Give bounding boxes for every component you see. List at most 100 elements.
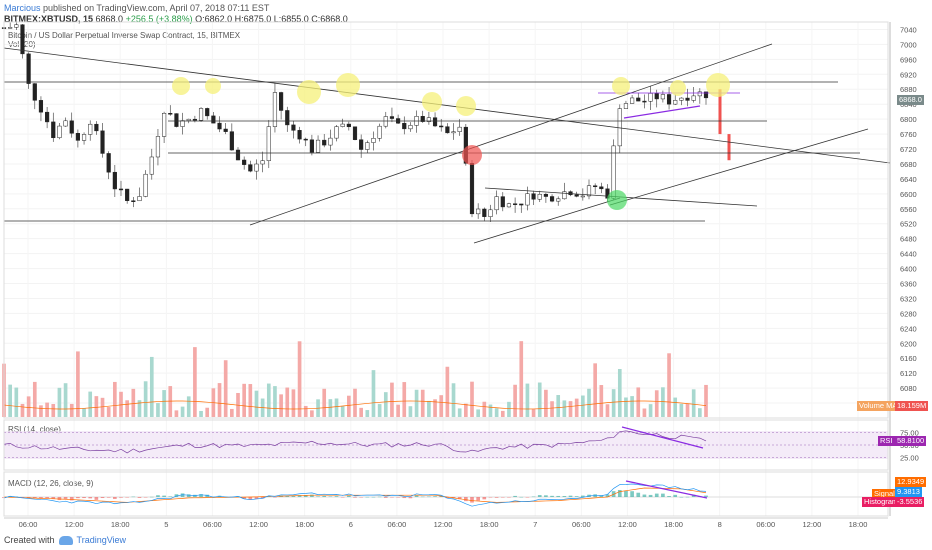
candle-body (439, 125, 444, 128)
candle-body (457, 126, 462, 132)
candle-body (63, 120, 68, 127)
macd-histogram-bar (691, 494, 696, 497)
volume-bar (679, 403, 684, 417)
macd-histogram-bar (433, 496, 437, 497)
macd-histogram-bar (679, 496, 684, 498)
volume-bar (322, 388, 327, 417)
time-tick-label: 5 (164, 520, 168, 529)
candle-body (211, 115, 216, 124)
price-tick-label: 6240 (900, 324, 917, 333)
macd-histogram-bar (661, 493, 665, 497)
macd-histogram-bar (242, 497, 246, 499)
candle-body (192, 118, 197, 121)
candle-body (131, 200, 136, 202)
candle-body (463, 126, 468, 164)
tradingview-brand[interactable]: TradingView (76, 535, 127, 545)
candle-body (229, 131, 234, 151)
macd-histogram-bar (605, 494, 610, 497)
candle-body (168, 113, 173, 115)
macd-histogram-bar (654, 493, 659, 497)
macd-histogram-bar (494, 497, 499, 498)
volume-bar (599, 385, 604, 417)
volume-bar (149, 356, 154, 417)
macd-histogram-bar (285, 496, 290, 497)
macd-histogram-bar (94, 497, 99, 500)
macd-histogram-bar (248, 497, 253, 500)
candle-body (476, 208, 481, 215)
volume-bar (193, 347, 197, 417)
price-tick-label: 6640 (900, 175, 917, 184)
ohlc-header: BITMEX:XBTUSD, 15 6868.0 +256.5 (+3.88%)… (4, 14, 348, 24)
price-tick-label: 6120 (900, 369, 917, 378)
candle-body (377, 125, 382, 139)
time-tick-label: 12:00 (618, 520, 637, 529)
volume-bar (464, 403, 468, 417)
candle-body (420, 116, 425, 122)
candle-body (648, 93, 653, 102)
candle-body (198, 108, 204, 121)
volume-bar (661, 387, 665, 417)
price-tick-label: 6960 (900, 55, 917, 64)
price-tick-label: 7000 (900, 40, 917, 49)
candle-body (315, 139, 321, 153)
macd-histogram-bar (562, 496, 567, 497)
price-tick-label: 6160 (900, 354, 917, 363)
volume-bar (414, 389, 419, 417)
candle-body (691, 95, 696, 101)
macd-histogram-bar (316, 496, 320, 497)
macd-histogram-bar (642, 494, 647, 497)
candle-body (371, 138, 376, 143)
time-tick-label: 12:00 (802, 520, 821, 529)
rsi-pane (3, 426, 888, 459)
volume-bar (562, 400, 567, 417)
volume-bar (451, 383, 456, 417)
macd-histogram-bar (396, 497, 400, 498)
macd-histogram-bar (550, 495, 554, 497)
volume-bar (593, 363, 597, 417)
volume-bar (377, 404, 382, 417)
rsi-tag: RSI (878, 436, 895, 446)
volume-bar (383, 392, 388, 417)
volume-value-tag: 18.159M (895, 401, 929, 411)
volume-bar (390, 382, 394, 417)
candle-body (469, 163, 475, 215)
author-name[interactable]: Marcious (4, 3, 41, 13)
price-tick-label: 6560 (900, 205, 917, 214)
macd-divergence-line (625, 480, 708, 499)
yellow-highlight (456, 96, 476, 116)
rsi-value-tag: 58.8100 (895, 436, 927, 446)
volume-bar (131, 388, 136, 417)
candle-body (593, 185, 598, 188)
candle-body (254, 163, 259, 172)
candle-body (703, 91, 709, 99)
candle-body (451, 131, 456, 134)
candle-body (155, 136, 161, 158)
candle-body (118, 188, 124, 191)
candle-body (679, 97, 684, 101)
volume-bar (544, 389, 548, 417)
volume-bar (297, 341, 302, 417)
candle-body (673, 100, 678, 105)
volume-bar (617, 368, 622, 417)
volume-bar (365, 410, 370, 417)
signal-value-tag: 9.3813 (895, 487, 922, 497)
volume-bar (137, 400, 142, 417)
candle-body (346, 123, 351, 128)
candle-body (69, 120, 74, 134)
candle-body (426, 117, 431, 122)
volume-bar (353, 388, 357, 417)
candle-body (365, 142, 370, 150)
yellow-highlight (205, 78, 221, 94)
macd-histogram-bar (636, 492, 641, 497)
macd-histogram-bar (531, 496, 536, 498)
macd-histogram-bar (581, 495, 585, 497)
volume-bar (143, 381, 148, 417)
triangle-lower-line (473, 197, 621, 244)
macd-histogram-bar (359, 497, 363, 498)
yellow-highlight (422, 92, 442, 112)
candle-body (174, 113, 179, 127)
macd-histogram-bar (420, 496, 425, 498)
time-tick-label: 06:00 (203, 520, 222, 529)
volume-bar (57, 387, 62, 417)
